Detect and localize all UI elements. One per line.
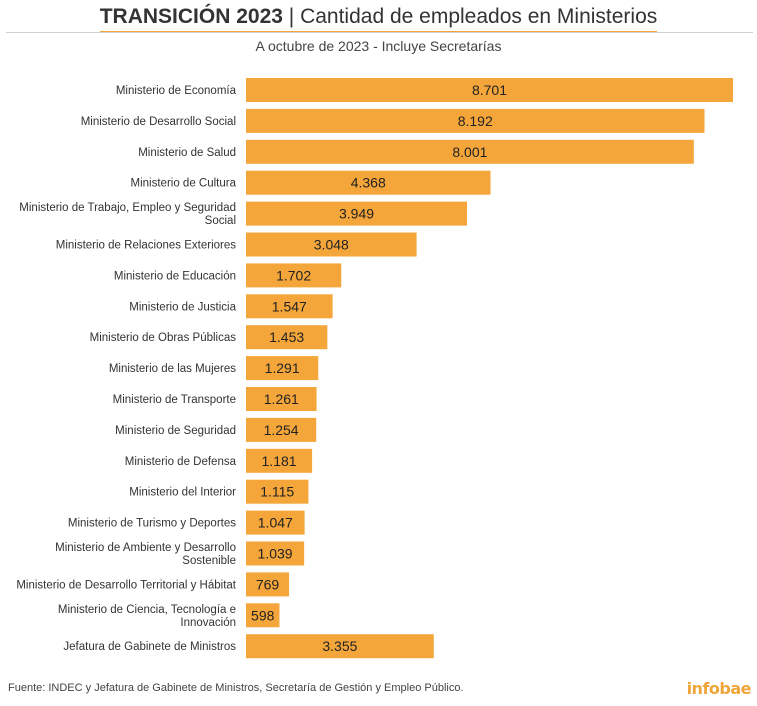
category-label: Ministerio del Interior <box>129 487 236 499</box>
category-label: Ministerio de las Mujeres <box>109 363 236 375</box>
category-label: Ministerio de Trabajo, Empleo y Segurida… <box>19 202 236 227</box>
bar <box>246 139 694 164</box>
bar <box>246 387 317 411</box>
bar <box>246 634 434 659</box>
title-separator: | <box>282 5 301 28</box>
data-label: 8.701 <box>472 82 507 98</box>
data-label: 1.254 <box>264 422 299 438</box>
data-label: 1.291 <box>265 360 300 376</box>
category-label: Ministerio de Seguridad <box>115 425 236 437</box>
bar <box>246 325 328 350</box>
bar <box>246 479 309 504</box>
data-label: 4.368 <box>351 175 386 191</box>
category-label: Ministerio de Educación <box>114 270 236 282</box>
brand-logo: infobae <box>686 679 752 698</box>
data-label: 3.949 <box>339 206 374 222</box>
category-label: Ministerio de Desarrollo Territorial y H… <box>16 579 236 591</box>
data-label: 3.048 <box>314 237 349 253</box>
bar <box>246 510 305 535</box>
bar <box>246 78 733 102</box>
category-label: Ministerio de Relaciones Exteriores <box>56 240 236 252</box>
data-label: 3.355 <box>322 638 357 654</box>
bar <box>246 603 280 628</box>
category-label: Ministerio de Defensa <box>125 456 237 468</box>
bar <box>246 108 705 133</box>
data-label: 1.039 <box>258 546 293 562</box>
bar <box>246 201 468 226</box>
bar <box>246 263 342 288</box>
data-label: 769 <box>256 576 280 592</box>
category-label: Ministerio de Salud <box>138 147 236 159</box>
category-label: Ministerio de Cultura <box>131 178 237 190</box>
title-divider <box>6 32 753 33</box>
data-label: 598 <box>251 607 275 623</box>
data-label: 1.115 <box>260 484 294 500</box>
category-label: Ministerio de Desarrollo Social <box>81 116 236 128</box>
category-label: Jefatura de Gabinete de Ministros <box>63 641 236 653</box>
data-label: 8.001 <box>452 144 487 160</box>
category-label: Ministerio de Ambiente y Desarrollo Soste… <box>55 542 236 567</box>
title-bold: TRANSICIÓN 2023 <box>99 5 283 28</box>
bar <box>246 356 319 381</box>
bar <box>246 572 290 597</box>
bar <box>246 294 333 319</box>
bar <box>246 417 317 442</box>
data-label: 1.453 <box>269 329 304 345</box>
data-label: 1.047 <box>258 515 293 531</box>
bar <box>246 232 417 257</box>
data-label: 1.702 <box>276 267 311 283</box>
data-label: 1.261 <box>264 391 299 407</box>
bar <box>246 541 305 566</box>
source-note: Fuente: INDEC y Jefatura de Gabinete de … <box>8 682 464 694</box>
data-label: 1.181 <box>262 453 297 469</box>
chart-subtitle: A octubre de 2023 - Incluye Secretarías <box>255 38 502 54</box>
category-label: Ministerio de Turismo y Deportes <box>68 518 236 530</box>
data-label: 1.547 <box>272 298 307 314</box>
category-label: Ministerio de Justicia <box>129 301 236 313</box>
category-label: Ministerio de Transporte <box>113 394 236 406</box>
bar <box>246 170 491 195</box>
data-label: 8.192 <box>458 113 493 129</box>
category-label: Ministerio de Ciencia, Tecnología e Innov… <box>58 604 236 629</box>
category-label: Ministerio de Obras Públicas <box>90 332 237 344</box>
title-rest: Cantidad de empleados en Ministerios <box>300 5 658 28</box>
category-label: Ministerio de Economía <box>116 85 237 97</box>
bar <box>246 448 313 473</box>
